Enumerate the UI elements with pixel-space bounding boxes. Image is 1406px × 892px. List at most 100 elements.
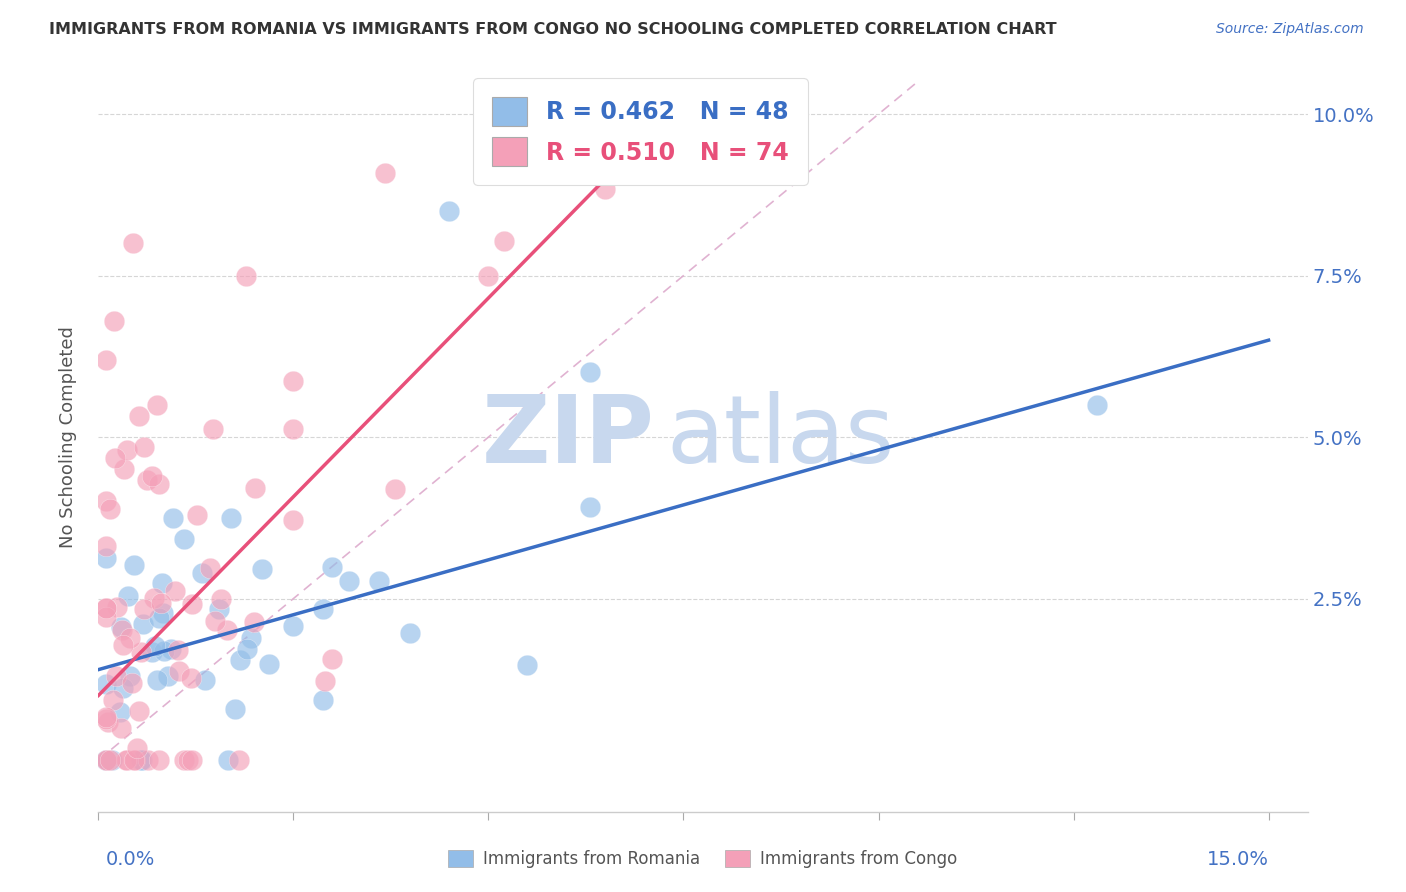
Point [1085,398,1108,412]
Point [312,602,335,616]
Point [399,625,422,640]
Point [198,560,221,574]
Point [181,598,204,612]
Point [122,236,145,251]
Point [122,558,145,573]
Point [103,314,125,328]
Point [128,409,150,423]
Point [149,596,172,610]
Point [115,753,138,767]
Point [111,623,134,637]
Point [162,510,184,524]
Point [368,574,391,588]
Point [186,508,208,522]
Point [143,639,166,653]
Text: 15.0%: 15.0% [1206,850,1268,870]
Point [252,562,274,576]
Text: atlas: atlas [666,391,896,483]
Point [96,494,118,508]
Point [105,599,128,614]
Point [159,642,181,657]
Point [235,268,257,283]
Point [283,375,305,389]
Point [150,575,173,590]
Point [96,712,118,726]
Point [152,644,174,658]
Point [204,614,226,628]
Point [194,673,217,687]
Point [120,669,142,683]
Point [202,421,225,435]
Point [579,500,602,514]
Point [101,693,124,707]
Point [134,441,156,455]
Point [129,753,152,767]
Legend: Immigrants from Romania, Immigrants from Congo: Immigrants from Romania, Immigrants from… [441,843,965,875]
Point [96,601,118,615]
Point [115,753,138,767]
Point [283,513,305,527]
Point [173,532,195,546]
Point [96,610,118,624]
Point [143,591,166,606]
Point [374,166,396,180]
Point [235,642,257,657]
Text: ZIP: ZIP [482,391,655,483]
Point [129,645,152,659]
Point [243,481,266,495]
Point [163,584,186,599]
Point [96,753,118,767]
Point [148,753,170,767]
Point [115,442,138,457]
Point [243,615,266,629]
Point [96,677,118,691]
Legend: R = 0.462   N = 48, R = 0.510   N = 74: R = 0.462 N = 48, R = 0.510 N = 74 [472,78,808,186]
Point [209,592,232,607]
Point [167,664,190,678]
Point [96,551,118,566]
Point [96,753,118,767]
Point [439,204,461,219]
Point [112,462,135,476]
Point [96,753,118,767]
Point [101,753,124,767]
Point [141,645,163,659]
Point [217,753,239,767]
Text: Source: ZipAtlas.com: Source: ZipAtlas.com [1216,22,1364,37]
Point [110,721,132,735]
Point [173,753,195,767]
Point [96,709,118,723]
Text: IMMIGRANTS FROM ROMANIA VS IMMIGRANTS FROM CONGO NO SCHOOLING COMPLETED CORRELAT: IMMIGRANTS FROM ROMANIA VS IMMIGRANTS FR… [49,22,1057,37]
Point [96,753,118,767]
Point [132,617,155,632]
Text: 0.0%: 0.0% [107,850,156,870]
Point [228,753,250,767]
Point [97,714,120,729]
Point [152,606,174,620]
Y-axis label: No Schooling Completed: No Schooling Completed [59,326,77,548]
Point [111,681,134,695]
Point [96,601,118,615]
Point [148,477,170,491]
Point [146,398,169,412]
Point [239,631,262,645]
Point [208,602,231,616]
Point [257,657,280,672]
Point [314,673,336,688]
Point [96,352,118,367]
Point [312,693,335,707]
Point [104,669,127,683]
Point [136,473,159,487]
Point [516,658,538,673]
Point [477,268,499,283]
Point [124,753,146,767]
Point [167,643,190,657]
Point [131,753,153,767]
Point [283,421,305,435]
Point [219,511,242,525]
Point [141,468,163,483]
Point [224,702,246,716]
Point [146,673,169,687]
Point [134,602,156,616]
Point [181,753,204,767]
